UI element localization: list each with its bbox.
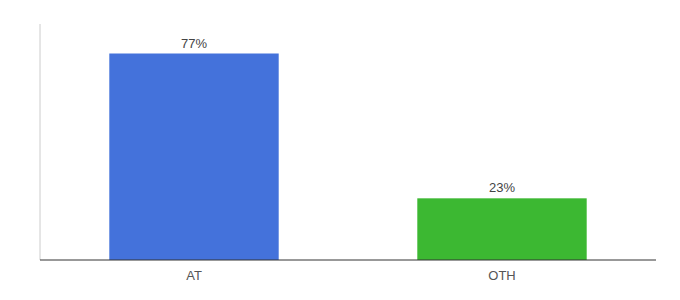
- data-label: 23%: [489, 180, 515, 195]
- bars: [109, 54, 586, 261]
- x-tick-label: OTH: [488, 268, 515, 283]
- x-ticks: AT OTH: [186, 268, 516, 283]
- data-labels: 77% 23%: [181, 36, 515, 196]
- bar: [417, 198, 586, 260]
- data-label: 77%: [181, 36, 207, 51]
- x-axis-line: [40, 260, 656, 261]
- chart-svg: AT OTH 77% 23%: [0, 0, 680, 300]
- chart-container: AT OTH 77% 23%: [0, 0, 680, 300]
- bar: [109, 54, 278, 261]
- y-axis-line: [40, 24, 41, 260]
- x-tick-label: AT: [186, 268, 202, 283]
